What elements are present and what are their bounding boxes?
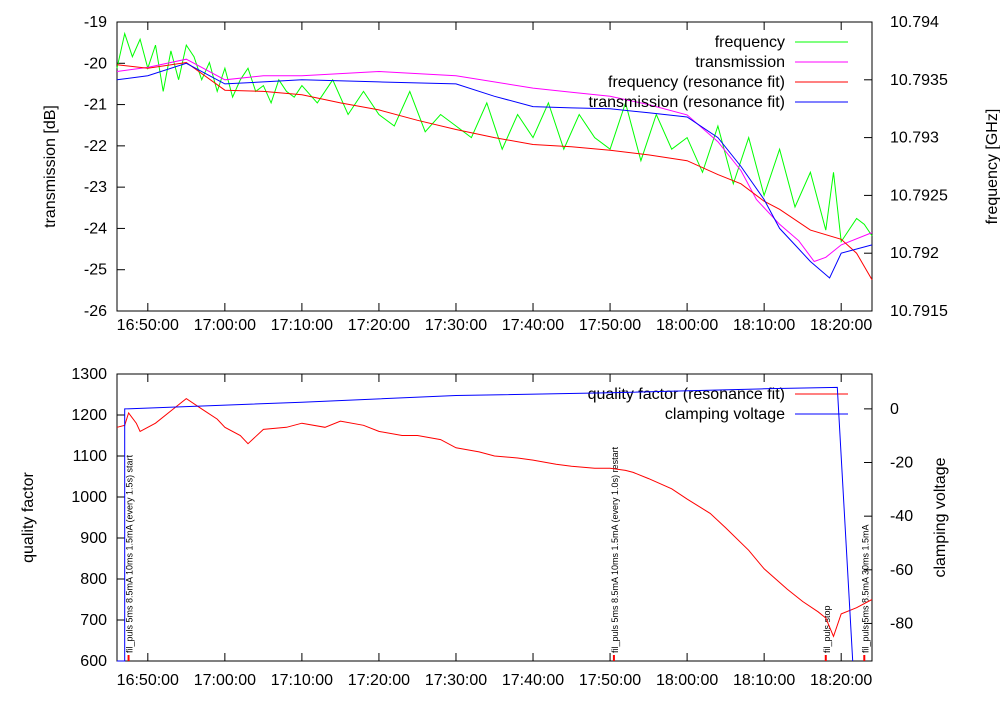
panel2-frame	[116, 373, 873, 662]
panel1-xtick-label: 17:30:00	[425, 317, 487, 334]
panel1-series-transmission-resonance-fit-	[116, 62, 873, 279]
panel1-y2tick-label: 10.794	[890, 14, 939, 31]
panel1-ytick-label: -24	[84, 220, 107, 237]
panel1-xtick-label: 17:50:00	[579, 317, 641, 334]
panel2-annotation-label: fil_puls 5ms 8.5mA 30ms 1.5mA	[860, 524, 870, 653]
panel1-legend-label: frequency (resonance fit)	[608, 74, 785, 91]
panel1-ytick-label: -20	[84, 55, 107, 72]
panel2-y2tick-label: -60	[890, 562, 913, 579]
panel1-legend-label: transmission	[695, 54, 785, 71]
panel1-series-frequency	[116, 31, 873, 244]
panel1-xtick-label: 18:20:00	[810, 317, 872, 334]
panel1-xtick-label: 18:10:00	[733, 317, 795, 334]
panel2-annotation-label: fil_puls 5ms 8.5mA 10ms 1.5mA (every 1.5…	[125, 454, 135, 653]
panel1-xtick-label: 17:10:00	[271, 317, 333, 334]
panel1-legend-label: transmission (resonance fit)	[588, 94, 785, 111]
panel1-xtick-label: 17:20:00	[348, 317, 410, 334]
panel2-xtick-label: 17:30:00	[425, 672, 487, 689]
panel2-y2tick-label: 0	[890, 401, 899, 418]
panel2-y2tick-label: -40	[890, 508, 913, 525]
panel2-xtick-label: 18:00:00	[656, 672, 718, 689]
panel2-xtick-label: 17:00:00	[194, 672, 256, 689]
panel2-ytick-label: 900	[80, 530, 107, 547]
panel2-xtick-label: 16:50:00	[117, 672, 179, 689]
panel2-ytick-label: 1200	[71, 407, 107, 424]
panel2-ytick-label: 1100	[73, 448, 108, 465]
panel2-series-quality-factor-resonance-fit-	[116, 397, 873, 638]
panel1-y2label: frequency [GHz]	[984, 109, 1000, 225]
panel2-xtick-label: 17:10:00	[271, 672, 333, 689]
panel1-xtick-label: 17:00:00	[194, 317, 256, 334]
panel1-ytick-label: -22	[84, 138, 107, 155]
panel2-xtick-label: 17:50:00	[579, 672, 641, 689]
panel2-ylabel: quality factor	[20, 471, 37, 562]
panel2-xtick-label: 17:40:00	[502, 672, 564, 689]
panel1-series-frequency-resonance-fit-	[116, 61, 873, 281]
panel1-series-transmission	[116, 58, 873, 263]
panel1-ytick-label: -25	[84, 262, 107, 279]
panel2-ytick-label: 700	[80, 612, 107, 629]
panel2-y2label: clamping voltage	[932, 457, 949, 577]
panel1-ytick-label: -23	[84, 179, 107, 196]
panel2-annotation-label: fil_puls stop	[822, 605, 832, 653]
panel1-xtick-label: 16:50:00	[117, 317, 179, 334]
panel2-ytick-label: 1300	[71, 366, 107, 383]
panel1-y2tick-label: 10.792	[890, 245, 939, 262]
panel1-y2tick-label: 10.7935	[890, 72, 948, 89]
panel2-xtick-label: 18:20:00	[810, 672, 872, 689]
panel1-y2tick-label: 10.7925	[890, 187, 948, 204]
panel1-y2tick-label: 10.7915	[890, 303, 948, 320]
panel2-xtick-label: 18:10:00	[733, 672, 795, 689]
panel1-frame	[116, 21, 873, 312]
panel1-ylabel: transmission [dB]	[42, 105, 59, 228]
panel2-xtick-label: 17:20:00	[348, 672, 410, 689]
panel1-y2tick-label: 10.793	[890, 130, 939, 147]
panel2-ytick-label: 600	[80, 653, 107, 670]
panel2-series-clamping-voltage	[117, 386, 854, 662]
panel2-legend-label: clamping voltage	[665, 406, 785, 423]
panel1-xtick-label: 18:00:00	[656, 317, 718, 334]
panel2-ytick-label: 800	[80, 571, 107, 588]
panel1-ytick-label: -19	[84, 14, 107, 31]
panel1-ytick-label: -21	[84, 97, 107, 114]
panel2-annotation-label: fil_puls 5ms 8.5mA 10ms 1.5mA (every 1.0…	[610, 446, 620, 653]
panel2-y2tick-label: -20	[890, 455, 913, 472]
panel2-legend-label: quality factor (resonance fit)	[588, 386, 785, 403]
panel1-legend-label: frequency	[715, 34, 785, 51]
panel1-ytick-label: -26	[84, 303, 107, 320]
panel2-ytick-label: 1000	[71, 489, 107, 506]
panel2-y2tick-label: -80	[890, 615, 913, 632]
panel1-xtick-label: 17:40:00	[502, 317, 564, 334]
